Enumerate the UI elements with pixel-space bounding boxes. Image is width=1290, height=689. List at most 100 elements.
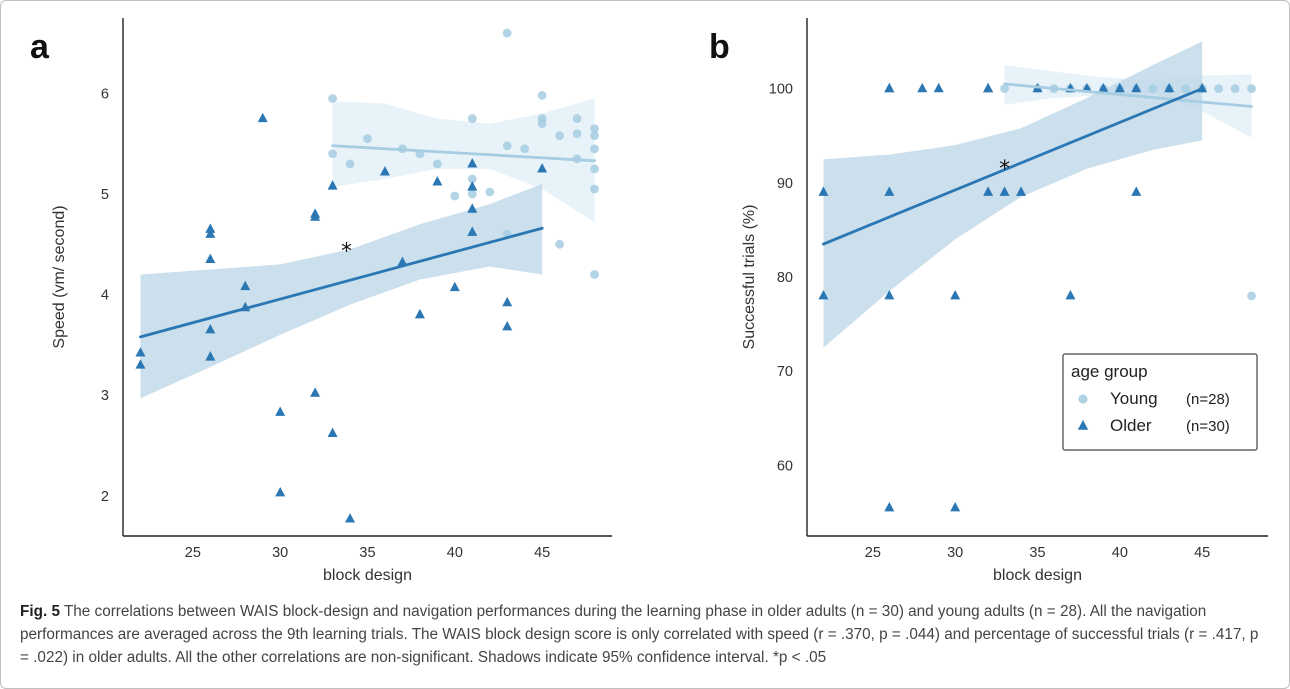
legend-count-older: (n=30): [1186, 418, 1230, 435]
young-data-point: [590, 184, 599, 194]
x-axis-title: block design: [993, 567, 1082, 584]
y-tick-label: 60: [777, 458, 793, 474]
y-tick-label: 4: [101, 288, 109, 304]
older-data-point: [275, 486, 286, 497]
legend-entry-young: Young: [1110, 389, 1158, 408]
young-data-point: [1000, 84, 1009, 94]
young-data-point: [467, 114, 477, 123]
young-data-point: [450, 191, 460, 201]
young-data-point: [590, 124, 599, 134]
x-tick-label: 30: [272, 545, 288, 561]
x-tick-label: 40: [447, 545, 463, 561]
older-data-point: [818, 186, 829, 196]
x-tick-label: 40: [1112, 545, 1128, 561]
older-data-point: [449, 281, 460, 292]
legend-entry-older: Older: [1110, 416, 1152, 435]
older-data-point: [205, 253, 216, 263]
young-data-point: [502, 28, 512, 38]
young-data-point: [467, 174, 477, 184]
young-data-point: [1230, 84, 1240, 94]
x-tick-label: 30: [947, 545, 963, 561]
older-data-point: [950, 290, 961, 300]
x-tick-label: 45: [1194, 545, 1210, 561]
young-data-point: [485, 187, 495, 197]
young-data-point: [345, 159, 355, 169]
older-data-point: [884, 82, 895, 93]
legend-title: age group: [1071, 362, 1148, 381]
older-data-point: [327, 427, 338, 438]
x-tick-label: 45: [534, 545, 550, 561]
y-tick-label: 90: [777, 176, 793, 192]
young-regression-line: [331, 144, 596, 163]
young-data-point: [590, 164, 599, 174]
older-data-point: [1131, 186, 1142, 196]
caption-text: The correlations between WAIS block-desi…: [20, 603, 1259, 666]
older-data-point: [933, 82, 944, 93]
older-data-point: [310, 387, 321, 397]
older-data-point: [205, 351, 216, 361]
older-data-point: [240, 280, 251, 291]
older-data-point: [950, 501, 961, 512]
young-data-point: [502, 141, 512, 151]
older-data-point: [467, 181, 478, 191]
older-regression-line: [139, 226, 544, 339]
y-tick-label: 6: [101, 86, 109, 102]
x-tick-label: 35: [359, 545, 375, 561]
older-data-point: [205, 228, 216, 238]
y-axis-title: Successful trials (%): [741, 205, 758, 350]
older-data-point: [983, 82, 994, 93]
older-data-point: [379, 166, 390, 176]
older-data-point: [135, 359, 146, 369]
young-data-point: [555, 239, 565, 249]
young-data-point: [1181, 84, 1191, 94]
x-tick-label: 25: [185, 545, 201, 561]
older-data-point: [884, 501, 895, 512]
older-data-point: [467, 226, 478, 236]
older-data-point: [502, 296, 513, 307]
legend-young-marker: [1078, 394, 1088, 404]
x-tick-label: 25: [865, 545, 881, 561]
legend-count-young: (n=28): [1186, 391, 1230, 408]
older-data-point: [1065, 290, 1076, 300]
older-data-point: [502, 320, 513, 331]
y-tick-label: 100: [769, 82, 793, 98]
older-data-point: [1131, 82, 1142, 93]
young-data-point: [328, 149, 337, 159]
legend: age group Young (n=28) Older (n=30): [1062, 353, 1258, 451]
older-data-point: [327, 180, 338, 190]
older-data-point: [1016, 186, 1027, 196]
older-data-point: [467, 158, 478, 168]
older-data-point: [917, 82, 928, 93]
older-data-point: [1114, 82, 1125, 93]
young-data-point: [328, 94, 337, 103]
young-data-point: [590, 144, 599, 154]
significance-marker: *: [999, 157, 1010, 182]
older-data-point: [345, 513, 356, 523]
young-data-point: [590, 131, 599, 141]
young-data-point: [520, 144, 530, 154]
young-data-point: [1247, 84, 1256, 94]
older-data-point: [257, 112, 268, 123]
young-data-point: [1148, 84, 1158, 94]
y-tick-label: 2: [101, 489, 109, 505]
older-regression-line: [822, 87, 1204, 246]
older-data-point: [135, 347, 146, 357]
caption-figure-label: Fig. 5: [20, 603, 60, 620]
panel-label: a: [30, 28, 50, 66]
older-data-point: [414, 308, 425, 319]
young-data-point: [590, 270, 599, 279]
young-data-point: [467, 189, 477, 199]
young-data-point: [1247, 291, 1256, 301]
young-data-point: [363, 134, 372, 144]
x-tick-label: 35: [1029, 545, 1045, 561]
chart-panel-b: 25 30 35 40 45 60 70 80 90 100 block design Success…: [709, 18, 1268, 584]
y-tick-label: 70: [777, 364, 793, 380]
young-data-point: [432, 159, 442, 169]
young-data-point: [572, 129, 582, 139]
older-confidence-band: [140, 183, 543, 399]
y-tick-label: 80: [777, 270, 793, 286]
older-data-point: [1164, 82, 1175, 93]
legend-box: [1062, 353, 1258, 451]
